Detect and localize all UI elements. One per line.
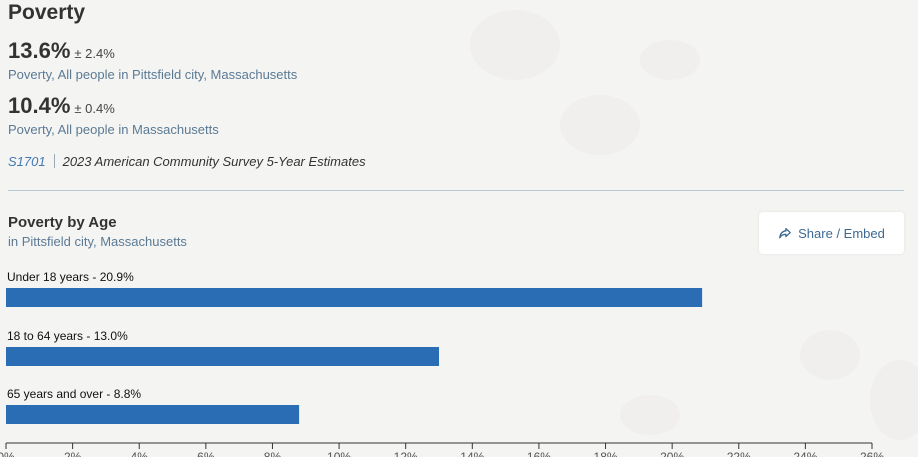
x-axis-tick-label: 18% — [594, 450, 618, 457]
source-table-link[interactable]: S1701 — [8, 154, 46, 169]
x-axis-tick-label: 26% — [860, 450, 884, 457]
section-subtitle: in Pittsfield city, Massachusetts — [8, 234, 187, 249]
share-embed-label: Share / Embed — [798, 225, 885, 241]
stat-state-percent: 10.4% — [8, 93, 71, 118]
section-title: Poverty by Age — [8, 214, 117, 231]
x-axis-tick-label: 16% — [527, 450, 551, 457]
x-axis-tick-label: 4% — [131, 450, 149, 457]
stat-state-description: Poverty, All people in Massachusetts — [8, 122, 219, 137]
source-line: S1701 2023 American Community Survey 5-Ye… — [8, 154, 366, 169]
stat-state-moe: ± 0.4% — [74, 101, 115, 116]
section-divider — [8, 190, 904, 191]
bar[interactable] — [6, 347, 439, 366]
x-axis-tick-label: 12% — [394, 450, 418, 457]
x-axis-tick-label: 10% — [327, 450, 351, 457]
background-blob — [470, 10, 560, 80]
x-axis-tick-label: 14% — [460, 450, 484, 457]
background-blob — [800, 330, 860, 380]
x-axis-tick-label: 2% — [64, 450, 82, 457]
x-axis-tick-label: 22% — [727, 450, 751, 457]
stat-city-value: 13.6% ± 2.4% — [8, 38, 115, 64]
background-blob — [560, 95, 640, 155]
poverty-by-age-chart: Under 18 years - 20.9% 18 to 64 years - 1… — [0, 270, 884, 457]
stat-state-value: 10.4% ± 0.4% — [8, 93, 115, 119]
source-survey: 2023 American Community Survey 5-Year Es… — [62, 154, 366, 169]
stat-city-moe: ± 2.4% — [74, 46, 115, 61]
stat-city-description: Poverty, All people in Pittsfield city, … — [8, 67, 298, 82]
stat-city-percent: 13.6% — [8, 38, 71, 63]
source-separator — [53, 154, 55, 168]
page-title: Poverty — [8, 1, 86, 24]
x-axis-tick-label: 6% — [197, 450, 215, 457]
background-blob — [620, 395, 680, 435]
bar-label: Under 18 years - 20.9% — [7, 270, 134, 284]
bar[interactable] — [6, 288, 703, 307]
share-icon — [779, 227, 792, 239]
bar-label: 18 to 64 years - 13.0% — [7, 329, 128, 343]
share-embed-button[interactable]: Share / Embed — [759, 212, 904, 254]
x-axis-tick-label: 20% — [660, 450, 684, 457]
x-axis-tick-label: 8% — [264, 450, 282, 457]
background-blob — [640, 40, 700, 80]
background-blob — [870, 360, 918, 440]
bar-label: 65 years and over - 8.8% — [7, 387, 141, 401]
x-axis-tick-label: 0% — [0, 450, 15, 457]
bar[interactable] — [6, 405, 300, 424]
x-axis-tick-label: 24% — [793, 450, 817, 457]
